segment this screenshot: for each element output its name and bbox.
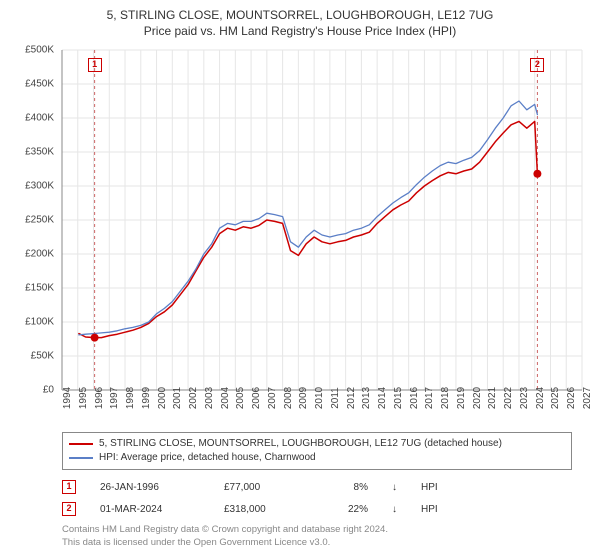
event-row-1: 1 26-JAN-1996 £77,000 8% ↓ HPI [62, 480, 572, 494]
x-tick-label: 2024 [535, 387, 546, 409]
x-tick-label: 1997 [109, 387, 120, 409]
event-marker-1: 1 [62, 480, 76, 494]
x-tick-label: 2004 [220, 387, 231, 409]
x-tick-label: 2000 [157, 387, 168, 409]
y-tick-label: £500K [25, 45, 54, 56]
x-tick-label: 1999 [141, 387, 152, 409]
footer-line2: This data is licensed under the Open Gov… [62, 537, 572, 550]
x-tick-label: 2003 [204, 387, 215, 409]
legend-box: 5, STIRLING CLOSE, MOUNTSORREL, LOUGHBOR… [62, 432, 572, 470]
arrow-down-icon: ↓ [392, 482, 397, 493]
event-date-2: 01-MAR-2024 [100, 504, 200, 515]
x-tick-label: 2011 [330, 387, 341, 409]
chart-event-marker: 1 [88, 58, 102, 72]
x-tick-label: 2027 [582, 387, 593, 409]
x-tick-label: 2007 [267, 387, 278, 409]
event-vs-1: HPI [421, 482, 438, 493]
event-vs-2: HPI [421, 504, 438, 515]
x-tick-label: 2022 [503, 387, 514, 409]
y-tick-label: £350K [25, 147, 54, 158]
legend-row-hpi: HPI: Average price, detached house, Char… [69, 451, 565, 465]
y-tick-label: £0 [43, 385, 54, 396]
x-tick-label: 2020 [472, 387, 483, 409]
x-tick-label: 1995 [78, 387, 89, 409]
x-tick-label: 2005 [235, 387, 246, 409]
legend-row-price-paid: 5, STIRLING CLOSE, MOUNTSORREL, LOUGHBOR… [69, 437, 565, 451]
x-tick-label: 2018 [440, 387, 451, 409]
x-tick-label: 2010 [314, 387, 325, 409]
y-tick-label: £400K [25, 113, 54, 124]
event-date-1: 26-JAN-1996 [100, 482, 200, 493]
x-tick-label: 1996 [94, 387, 105, 409]
event-pct-2: 22% [338, 504, 368, 515]
x-tick-label: 2006 [251, 387, 262, 409]
x-tick-label: 2016 [409, 387, 420, 409]
chart-svg [8, 44, 592, 424]
y-tick-label: £300K [25, 181, 54, 192]
y-tick-label: £250K [25, 215, 54, 226]
arrow-down-icon: ↓ [392, 504, 397, 515]
y-tick-label: £200K [25, 249, 54, 260]
x-tick-label: 2019 [456, 387, 467, 409]
x-tick-label: 2017 [424, 387, 435, 409]
x-tick-label: 2025 [550, 387, 561, 409]
x-tick-label: 2015 [393, 387, 404, 409]
legend-swatch-price-paid [69, 443, 93, 445]
chart-area: £0 £50K £100K £150K £200K £250K £300K £350K £400… [8, 44, 592, 424]
x-tick-label: 2008 [283, 387, 294, 409]
legend-label-hpi: HPI: Average price, detached house, Char… [99, 451, 316, 465]
x-tick-label: 1994 [62, 387, 73, 409]
x-tick-label: 2009 [298, 387, 309, 409]
y-tick-label: £50K [31, 351, 54, 362]
event-row-2: 2 01-MAR-2024 £318,000 22% ↓ HPI [62, 502, 572, 516]
chart-title-line2: Price paid vs. HM Land Registry's House … [8, 24, 592, 38]
event-pct-1: 8% [338, 482, 368, 493]
chart-title-line1: 5, STIRLING CLOSE, MOUNTSORREL, LOUGHBOR… [8, 8, 592, 22]
x-tick-label: 2014 [377, 387, 388, 409]
legend-swatch-hpi [69, 457, 93, 459]
legend-label-price-paid: 5, STIRLING CLOSE, MOUNTSORREL, LOUGHBOR… [99, 437, 502, 451]
event-marker-2: 2 [62, 502, 76, 516]
event-price-2: £318,000 [224, 504, 314, 515]
y-tick-label: £150K [25, 283, 54, 294]
x-tick-label: 2013 [361, 387, 372, 409]
x-tick-label: 1998 [125, 387, 136, 409]
event-price-1: £77,000 [224, 482, 314, 493]
x-tick-label: 2023 [519, 387, 530, 409]
x-tick-label: 2026 [566, 387, 577, 409]
x-tick-label: 2001 [172, 387, 183, 409]
y-tick-label: £100K [25, 317, 54, 328]
footer-line1: Contains HM Land Registry data © Crown c… [62, 524, 572, 537]
y-tick-label: £450K [25, 79, 54, 90]
x-tick-label: 2021 [487, 387, 498, 409]
x-tick-label: 2002 [188, 387, 199, 409]
events-list: 1 26-JAN-1996 £77,000 8% ↓ HPI 2 01-MAR-… [62, 480, 572, 516]
x-tick-label: 2012 [346, 387, 357, 409]
chart-event-marker: 2 [530, 58, 544, 72]
footer: Contains HM Land Registry data © Crown c… [62, 524, 572, 550]
